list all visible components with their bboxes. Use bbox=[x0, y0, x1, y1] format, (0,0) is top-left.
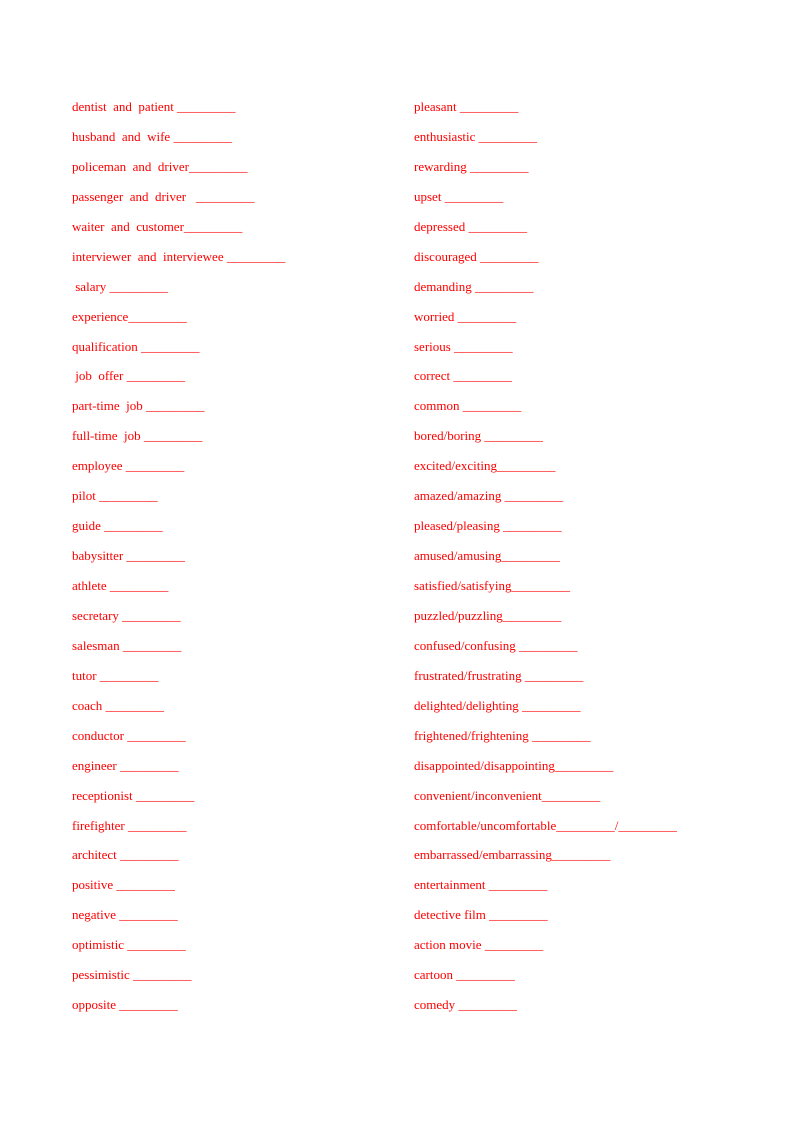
vocab-item: cartoon _________ bbox=[414, 967, 515, 983]
vocab-item: pilot _________ bbox=[72, 488, 158, 504]
left-column: dentist and patient _________husband and… bbox=[72, 97, 392, 1025]
right-column: pleasant _________ enthusiastic _________… bbox=[414, 97, 794, 1025]
vocab-item: optimistic _________ bbox=[72, 937, 186, 953]
vocab-item: action movie _________ bbox=[414, 937, 544, 953]
vocab-item: delighted/delighting _________ bbox=[414, 697, 581, 713]
vocab-item: opposite _________ bbox=[72, 997, 178, 1013]
vocab-item: positive _________ bbox=[72, 877, 175, 893]
vocab-item: job offer _________ bbox=[72, 368, 186, 384]
vocab-item: waiter and customer_________ bbox=[72, 218, 243, 234]
vocab-item: comfortable/uncomfortable_________/_____… bbox=[414, 817, 677, 833]
vocab-item: secretary _________ bbox=[72, 607, 181, 623]
vocab-item: demanding _________ bbox=[414, 278, 534, 294]
vocab-item: detective film _________ bbox=[414, 907, 548, 923]
vocab-item: frustrated/frustrating _________ bbox=[414, 667, 584, 683]
vocab-item: salary _________ bbox=[72, 278, 169, 294]
vocab-item: policeman and driver_________ bbox=[72, 158, 248, 174]
vocab-item: qualification _________ bbox=[72, 338, 200, 354]
vocab-item: amazed/amazing _________ bbox=[414, 488, 564, 504]
vocab-item: excited/exciting_________ bbox=[414, 458, 556, 474]
vocab-item: embarrassed/embarrassing_________ bbox=[414, 847, 611, 863]
vocab-item: negative _________ bbox=[72, 907, 178, 923]
vocab-item: employee _________ bbox=[72, 458, 185, 474]
vocab-item: worried _________ bbox=[414, 308, 517, 324]
vocab-item: babysitter _________ bbox=[72, 548, 186, 564]
vocab-item: satisfied/satisfying_________ bbox=[414, 578, 570, 593]
vocab-item: enthusiastic _________ bbox=[414, 128, 538, 144]
vocab-item: upset _________ bbox=[414, 188, 504, 204]
vocab-item: pleased/pleasing _________ bbox=[414, 518, 562, 534]
vocab-item: common _________ bbox=[414, 398, 522, 414]
vocab-item: convenient/inconvenient_________ bbox=[414, 787, 601, 803]
vocab-item: receptionist _________ bbox=[72, 787, 195, 803]
vocab-item: engineer _________ bbox=[72, 757, 179, 773]
vocab-item: rewarding _________ bbox=[414, 158, 529, 174]
vocab-item: firefighter _________ bbox=[72, 817, 187, 833]
vocab-item: interviewer and interviewee _________ bbox=[72, 248, 286, 264]
vocab-item: comedy _________ bbox=[414, 997, 517, 1013]
vocab-item: dentist and patient _________ bbox=[72, 99, 236, 114]
vocab-item: husband and wife _________ bbox=[72, 128, 232, 144]
vocab-item: correct _________ bbox=[414, 368, 512, 384]
vocab-item: conductor _________ bbox=[72, 727, 186, 743]
vocab-item: tutor _________ bbox=[72, 667, 159, 683]
vocab-item: bored/boring _________ bbox=[414, 428, 543, 444]
vocab-item: disappointed/disappointing_________ bbox=[414, 757, 614, 773]
vocab-item: depressed _________ bbox=[414, 218, 528, 234]
vocab-item: pessimistic _________ bbox=[72, 967, 192, 983]
vocab-item: serious _________ bbox=[414, 338, 513, 354]
vocab-item: entertainment _________ bbox=[414, 877, 548, 893]
vocab-item: part-time job _________ bbox=[72, 398, 205, 414]
vocab-item: pleasant _________ bbox=[414, 99, 519, 114]
vocab-item: athlete _________ bbox=[72, 578, 169, 593]
vocab-item: guide _________ bbox=[72, 518, 163, 534]
vocab-item: salesman _________ bbox=[72, 637, 182, 653]
vocab-item: puzzled/puzzling_________ bbox=[414, 607, 562, 623]
vocab-item: passenger and driver _________ bbox=[72, 188, 255, 204]
vocab-item: amused/amusing_________ bbox=[414, 548, 560, 564]
vocab-item: experience_________ bbox=[72, 308, 187, 324]
vocab-item: discouraged _________ bbox=[414, 248, 539, 264]
vocab-item: frightened/frightening _________ bbox=[414, 727, 591, 743]
vocab-item: coach _________ bbox=[72, 697, 165, 713]
vocab-item: architect _________ bbox=[72, 847, 179, 863]
vocab-item: confused/confusing _________ bbox=[414, 637, 578, 653]
vocab-item: full-time job _________ bbox=[72, 428, 203, 444]
